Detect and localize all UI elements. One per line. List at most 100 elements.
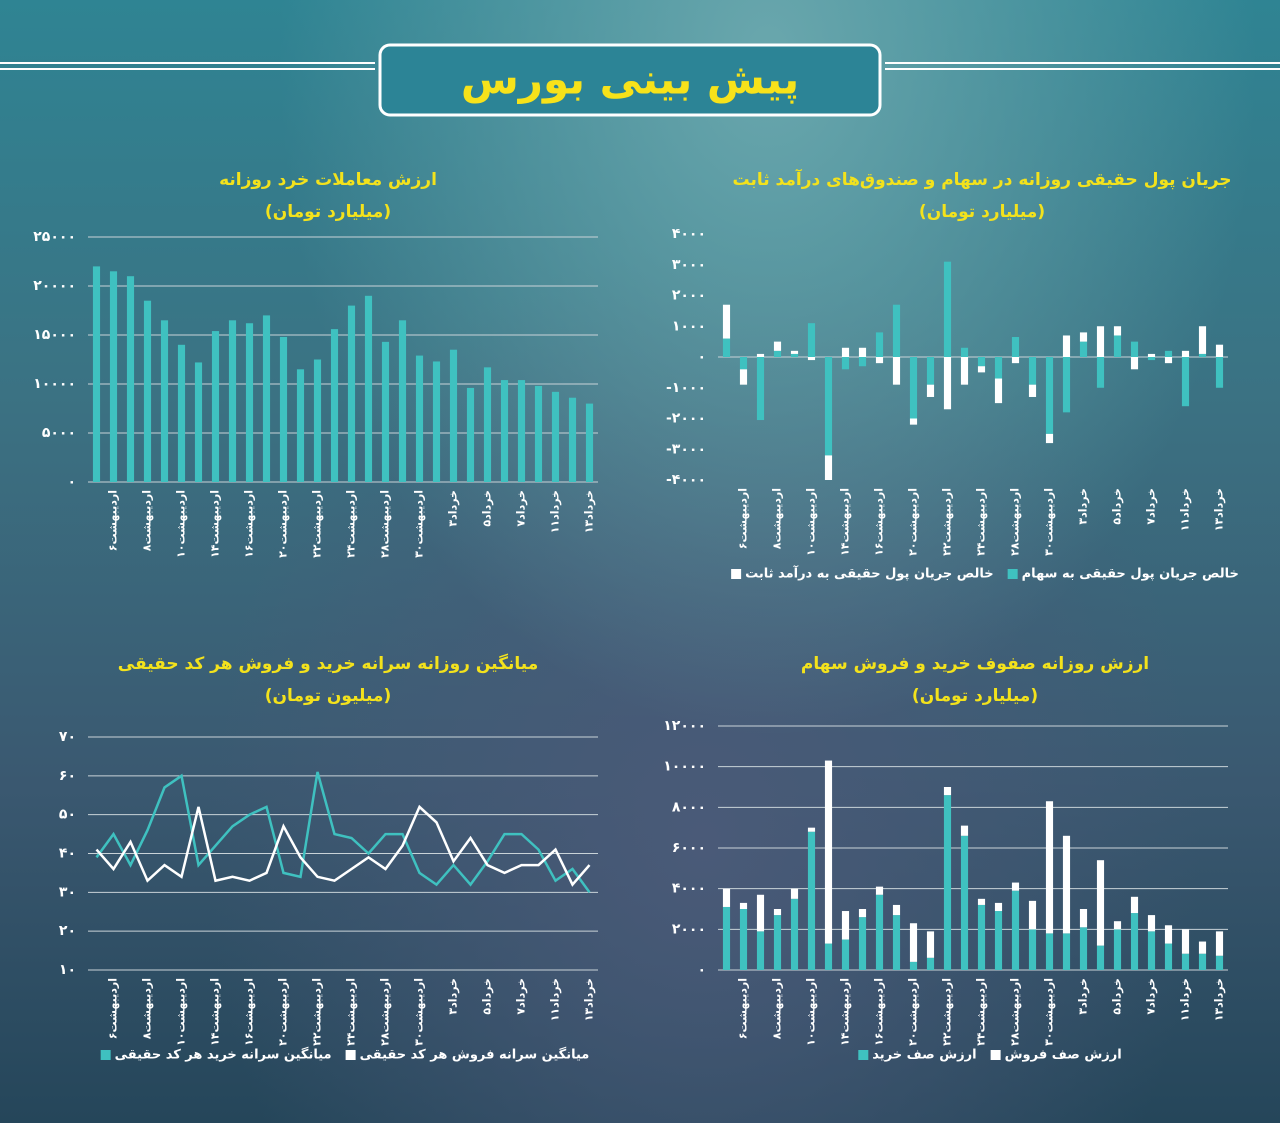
bar-segment bbox=[773, 341, 782, 351]
bar-segment bbox=[1096, 945, 1105, 970]
x-tick-label: اردیبهشت۶ bbox=[737, 488, 750, 549]
bar-segment bbox=[909, 961, 918, 970]
bar-segment bbox=[994, 378, 1003, 404]
bar bbox=[534, 385, 543, 482]
bar bbox=[449, 349, 458, 482]
bar bbox=[194, 362, 203, 482]
bar bbox=[330, 329, 339, 482]
y-tick-label: ۸۰۰۰ bbox=[672, 799, 706, 815]
bar-segment bbox=[1011, 337, 1020, 357]
y-tick-label: ۵۰ bbox=[59, 807, 76, 823]
bar-segment bbox=[773, 350, 782, 357]
legend-label: میانگین سرانه فروش هر کد حقیقی bbox=[360, 1047, 590, 1063]
x-tick-label: خرداد۳ bbox=[447, 978, 460, 1015]
legend-swatch bbox=[100, 1050, 111, 1060]
chart-title: ارزش روزانه صفوف خرید و فروش سهام bbox=[801, 654, 1149, 674]
bar-segment bbox=[892, 304, 901, 357]
x-tick-label: اردیبهشت۲۲ bbox=[311, 490, 324, 558]
bar-segment bbox=[1113, 929, 1122, 970]
y-tick-label: -۲۰۰۰ bbox=[666, 411, 706, 427]
bar-segment bbox=[1147, 915, 1156, 932]
bar-segment bbox=[824, 943, 833, 970]
bar bbox=[279, 336, 288, 482]
bar-segment bbox=[1113, 335, 1122, 357]
bar-segment bbox=[875, 332, 884, 357]
bar-segment bbox=[1181, 953, 1190, 970]
bar-segment bbox=[824, 455, 833, 480]
y-tick-label: ۴۰۰۰ bbox=[672, 226, 706, 242]
x-tick-label: اردیبهشت۶ bbox=[107, 490, 120, 551]
x-tick-label: اردیبهشت۱۶ bbox=[873, 978, 886, 1046]
page-title: پیش بینی بورس bbox=[461, 55, 799, 105]
header: پیش بینی بورس bbox=[0, 43, 1280, 117]
y-tick-label: ۵۰۰۰ bbox=[42, 425, 76, 441]
bar-segment bbox=[841, 939, 850, 970]
bar bbox=[381, 341, 390, 482]
bar-segment bbox=[1130, 341, 1139, 357]
legend-swatch bbox=[345, 1050, 356, 1060]
bar-segment bbox=[1147, 353, 1156, 357]
bar-segment bbox=[1164, 943, 1173, 970]
bar-segment bbox=[1079, 909, 1088, 928]
y-tick-label: ۴۰ bbox=[59, 846, 76, 862]
bar-segment bbox=[722, 906, 731, 970]
y-tick-label: ۶۰۰۰ bbox=[672, 840, 706, 856]
x-tick-label: اردیبهشت۲۲ bbox=[941, 978, 954, 1046]
bar-segment bbox=[1028, 357, 1037, 385]
bar-segment bbox=[1045, 433, 1054, 444]
x-tick-label: اردیبهشت۶ bbox=[107, 978, 120, 1039]
x-tick-label: اردیبهشت۱۴ bbox=[839, 488, 852, 556]
bar-segment bbox=[1130, 896, 1139, 914]
bar bbox=[432, 361, 441, 482]
x-tick-label: اردیبهشت۱۰ bbox=[175, 978, 188, 1046]
x-tick-label: اردیبهشت۲۸ bbox=[1009, 488, 1022, 556]
bar-segment bbox=[1164, 357, 1173, 364]
bar-segment bbox=[824, 760, 833, 944]
y-tick-label: ۴۰۰۰ bbox=[672, 881, 706, 897]
x-tick-label: اردیبهشت۱۶ bbox=[243, 978, 256, 1046]
bar-segment bbox=[841, 911, 850, 940]
y-tick-label: ۰ bbox=[697, 349, 706, 365]
bar-segment bbox=[1198, 353, 1207, 357]
x-tick-label: خرداد۱۱ bbox=[1179, 978, 1192, 1021]
bar bbox=[262, 315, 271, 482]
line-series bbox=[95, 771, 591, 894]
x-tick-label: خرداد۱۳ bbox=[583, 490, 596, 533]
x-tick-label: اردیبهشت۲۴ bbox=[345, 490, 358, 558]
x-tick-label: خرداد۱۳ bbox=[1213, 488, 1226, 531]
chart-title: جریان پول حقیقی روزانه در سهام و صندوق‌ه… bbox=[732, 168, 1231, 190]
x-tick-label: خرداد۱۱ bbox=[1179, 488, 1192, 531]
bar-segment bbox=[1096, 357, 1105, 388]
line-series bbox=[95, 804, 591, 887]
bar bbox=[313, 359, 322, 482]
bar bbox=[296, 369, 305, 482]
bar-segment bbox=[909, 357, 918, 419]
bar bbox=[517, 380, 526, 482]
y-tick-label: ۷۰ bbox=[59, 729, 76, 745]
y-tick-label: ۱۰۰۰۰ bbox=[33, 376, 76, 392]
y-tick-label: ۲۰۰۰۰ bbox=[33, 278, 76, 294]
bar-segment bbox=[926, 931, 935, 958]
bar bbox=[466, 387, 475, 482]
x-tick-label: خرداد۱۱ bbox=[549, 978, 562, 1021]
bar-segment bbox=[1113, 921, 1122, 930]
x-tick-label: اردیبهشت۲۰ bbox=[277, 490, 290, 558]
bar-segment bbox=[1062, 335, 1071, 357]
bar-segment bbox=[858, 357, 867, 367]
bar-segment bbox=[1028, 900, 1037, 930]
bar bbox=[177, 344, 186, 482]
x-tick-label: خرداد۱۱ bbox=[549, 490, 562, 533]
y-tick-label: ۶۰ bbox=[59, 768, 76, 784]
x-tick-label: اردیبهشت۲۸ bbox=[1009, 978, 1022, 1046]
bar-segment bbox=[943, 795, 952, 970]
bar-segment bbox=[858, 347, 867, 357]
bar bbox=[92, 266, 101, 482]
bar bbox=[109, 271, 118, 482]
bar-segment bbox=[909, 923, 918, 962]
bar-segment bbox=[1181, 929, 1190, 954]
y-tick-label: ۱۰۰۰ bbox=[672, 318, 706, 334]
legend-swatch bbox=[731, 569, 742, 579]
bar-segment bbox=[1062, 835, 1071, 934]
legend-label: خالص جریان پول حقیقی به سهام bbox=[1022, 567, 1239, 582]
bar-segment bbox=[892, 357, 901, 385]
